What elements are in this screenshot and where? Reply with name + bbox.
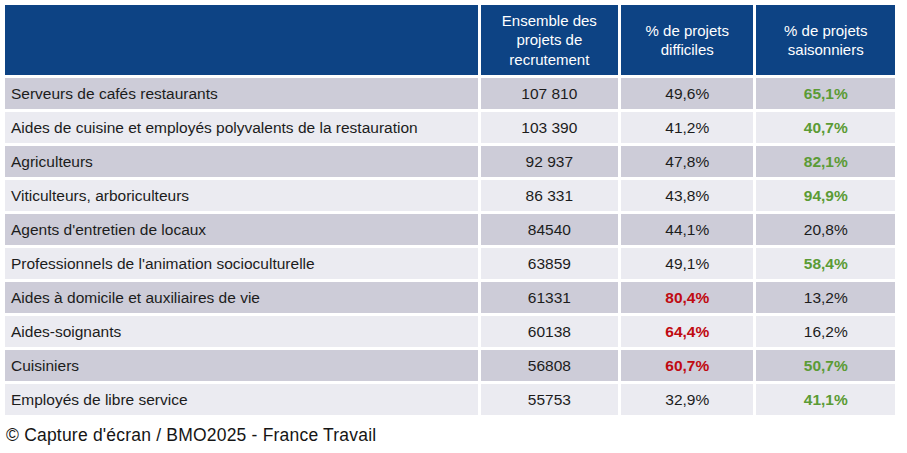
row-seasonal-pct: 94,9% xyxy=(756,180,895,211)
row-label: Cuisiniers xyxy=(5,350,478,381)
row-label: Aides de cuisine et employés polyvalents… xyxy=(5,112,478,143)
header-col-seasonal: % de projets saisonniers xyxy=(756,5,895,75)
row-seasonal-pct: 41,1% xyxy=(756,384,895,415)
table-row: Viticulteurs, arboriculteurs 86 331 43,8… xyxy=(5,180,895,211)
row-difficult-pct: 49,1% xyxy=(621,248,753,279)
row-seasonal-pct: 40,7% xyxy=(756,112,895,143)
row-label: Agents d'entretien de locaux xyxy=(5,214,478,245)
row-seasonal-pct: 58,4% xyxy=(756,248,895,279)
row-total: 60138 xyxy=(481,316,618,347)
row-total: 56808 xyxy=(481,350,618,381)
source-caption: © Capture d'écran / BMO2025 - France Tra… xyxy=(2,425,903,446)
row-total: 86 331 xyxy=(481,180,618,211)
row-total: 103 390 xyxy=(481,112,618,143)
row-difficult-pct: 41,2% xyxy=(621,112,753,143)
table-row: Serveurs de cafés restaurants 107 810 49… xyxy=(5,78,895,109)
row-label: Aides-soignants xyxy=(5,316,478,347)
table-row: Employés de libre service 55753 32,9% 41… xyxy=(5,384,895,415)
row-total: 55753 xyxy=(481,384,618,415)
table-row: Aides à domicile et auxiliaires de vie 6… xyxy=(5,282,895,313)
row-difficult-pct: 60,7% xyxy=(621,350,753,381)
row-difficult-pct: 32,9% xyxy=(621,384,753,415)
header-col-difficult: % de projets difficiles xyxy=(621,5,753,75)
row-label: Aides à domicile et auxiliaires de vie xyxy=(5,282,478,313)
row-label: Agriculteurs xyxy=(5,146,478,177)
row-label: Professionnels de l'animation sociocultu… xyxy=(5,248,478,279)
row-seasonal-pct: 65,1% xyxy=(756,78,895,109)
row-total: 63859 xyxy=(481,248,618,279)
header-row: Ensemble des projets de recrutement % de… xyxy=(5,5,895,75)
row-seasonal-pct: 13,2% xyxy=(756,282,895,313)
row-difficult-pct: 47,8% xyxy=(621,146,753,177)
row-seasonal-pct: 82,1% xyxy=(756,146,895,177)
row-total: 92 937 xyxy=(481,146,618,177)
table-row: Agriculteurs 92 937 47,8% 82,1% xyxy=(5,146,895,177)
row-difficult-pct: 44,1% xyxy=(621,214,753,245)
row-seasonal-pct: 16,2% xyxy=(756,316,895,347)
table-body: Serveurs de cafés restaurants 107 810 49… xyxy=(5,78,895,415)
row-label: Employés de libre service xyxy=(5,384,478,415)
table-header: Ensemble des projets de recrutement % de… xyxy=(5,5,895,75)
row-seasonal-pct: 50,7% xyxy=(756,350,895,381)
row-total: 107 810 xyxy=(481,78,618,109)
row-difficult-pct: 80,4% xyxy=(621,282,753,313)
row-difficult-pct: 43,8% xyxy=(621,180,753,211)
row-label: Viticulteurs, arboriculteurs xyxy=(5,180,478,211)
row-difficult-pct: 49,6% xyxy=(621,78,753,109)
table-row: Cuisiniers 56808 60,7% 50,7% xyxy=(5,350,895,381)
bmo-recruitment-table: Ensemble des projets de recrutement % de… xyxy=(2,2,898,418)
row-seasonal-pct: 20,8% xyxy=(756,214,895,245)
table-row: Agents d'entretien de locaux 84540 44,1%… xyxy=(5,214,895,245)
row-total: 84540 xyxy=(481,214,618,245)
header-corner-empty xyxy=(5,5,478,75)
header-col-total: Ensemble des projets de recrutement xyxy=(481,5,618,75)
table-row: Aides de cuisine et employés polyvalents… xyxy=(5,112,895,143)
row-difficult-pct: 64,4% xyxy=(621,316,753,347)
table-row: Aides-soignants 60138 64,4% 16,2% xyxy=(5,316,895,347)
row-total: 61331 xyxy=(481,282,618,313)
page: Ensemble des projets de recrutement % de… xyxy=(0,0,907,446)
row-label: Serveurs de cafés restaurants xyxy=(5,78,478,109)
table-row: Professionnels de l'animation sociocultu… xyxy=(5,248,895,279)
